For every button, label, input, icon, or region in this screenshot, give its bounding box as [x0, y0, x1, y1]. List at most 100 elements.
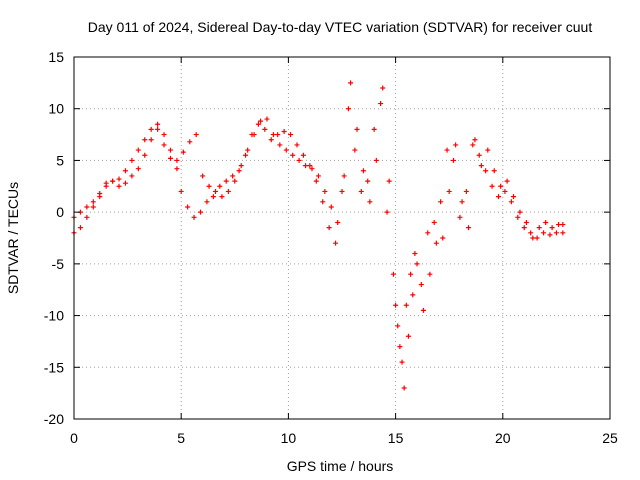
data-point [476, 152, 482, 158]
data-point [103, 180, 109, 186]
data-point [560, 222, 566, 228]
data-point [410, 292, 416, 298]
data-point [453, 142, 459, 148]
data-point [155, 121, 161, 127]
x-axis-label: GPS time / hours [287, 458, 394, 474]
data-point [309, 166, 315, 172]
y-tick-label: 5 [56, 152, 64, 168]
x-tick-labels: 0 5 10 15 20 25 [70, 430, 618, 446]
data-point [129, 157, 135, 163]
x-tick-label: 0 [70, 430, 78, 446]
data-point [213, 188, 219, 194]
data-point [463, 188, 469, 194]
data-point [249, 132, 255, 138]
series-trace-1 [71, 80, 566, 391]
data-point [472, 137, 478, 143]
data-point [420, 307, 426, 313]
data-point [521, 225, 527, 231]
data-point [116, 183, 122, 189]
data-point [367, 199, 373, 205]
data-point [373, 157, 379, 163]
data-point [258, 118, 264, 124]
y-tick-labels: -20 -15 -10 -5 0 5 10 15 [44, 49, 64, 427]
y-tick-label: -10 [44, 308, 64, 324]
x-tick-label: 25 [602, 430, 618, 446]
data-point [167, 155, 173, 161]
y-tick-label: 0 [56, 204, 64, 220]
data-point [408, 271, 414, 277]
data-point [281, 128, 287, 134]
data-point [200, 173, 206, 179]
data-point [204, 199, 210, 205]
data-marks [71, 80, 566, 391]
data-point [185, 204, 191, 210]
data-point [440, 235, 446, 241]
data-point [264, 116, 270, 122]
data-point [352, 147, 358, 153]
data-point [268, 137, 274, 143]
data-point [523, 219, 529, 225]
data-point [174, 157, 180, 163]
data-point [148, 126, 154, 132]
data-point [504, 178, 510, 184]
data-point [294, 142, 300, 148]
data-point [219, 194, 225, 200]
data-point [502, 188, 508, 194]
data-point [178, 188, 184, 194]
data-point [491, 168, 497, 174]
data-point [418, 282, 424, 288]
data-point [174, 166, 180, 172]
data-point [313, 178, 319, 184]
data-point [401, 385, 407, 391]
x-tick-label: 10 [281, 430, 297, 446]
y-tick-label: -20 [44, 411, 64, 427]
data-point [547, 232, 553, 238]
data-point [541, 230, 547, 236]
data-point [236, 168, 242, 174]
data-point [511, 194, 517, 200]
y-tick-label: 10 [48, 101, 64, 117]
data-point [360, 168, 366, 174]
data-point [210, 194, 216, 200]
data-point [290, 152, 296, 158]
data-point [97, 191, 103, 197]
y-tick-label: 15 [48, 49, 64, 65]
data-point [450, 157, 456, 163]
data-point [187, 139, 193, 145]
data-point [129, 173, 135, 179]
data-point [232, 178, 238, 184]
data-point [230, 173, 236, 179]
data-point [390, 271, 396, 277]
data-point [275, 132, 281, 138]
data-point [161, 132, 167, 138]
data-point [399, 359, 405, 365]
plot-frame [73, 56, 611, 420]
data-point [110, 178, 116, 184]
data-point [380, 85, 386, 91]
x-tick-label: 20 [495, 430, 511, 446]
data-point [90, 199, 96, 205]
data-point [315, 173, 321, 179]
data-point [262, 126, 268, 132]
data-point [543, 219, 549, 225]
x-tick-label: 15 [388, 430, 404, 446]
data-point [478, 163, 484, 169]
data-point [193, 132, 199, 138]
data-point [528, 230, 534, 236]
x-tick-label: 5 [177, 430, 185, 446]
data-point [397, 344, 403, 350]
data-point [303, 163, 309, 169]
data-point [405, 333, 411, 339]
data-point [378, 101, 384, 107]
data-point [245, 147, 251, 153]
data-point [296, 157, 302, 163]
data-point [438, 199, 444, 205]
data-point [270, 132, 276, 138]
data-point [553, 230, 559, 236]
series-trace-2 [71, 101, 566, 365]
data-point [365, 178, 371, 184]
data-point [560, 230, 566, 236]
data-point [536, 225, 542, 231]
data-point [354, 126, 360, 132]
